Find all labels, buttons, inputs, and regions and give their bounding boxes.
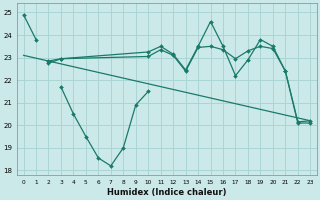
X-axis label: Humidex (Indice chaleur): Humidex (Indice chaleur) — [107, 188, 227, 197]
